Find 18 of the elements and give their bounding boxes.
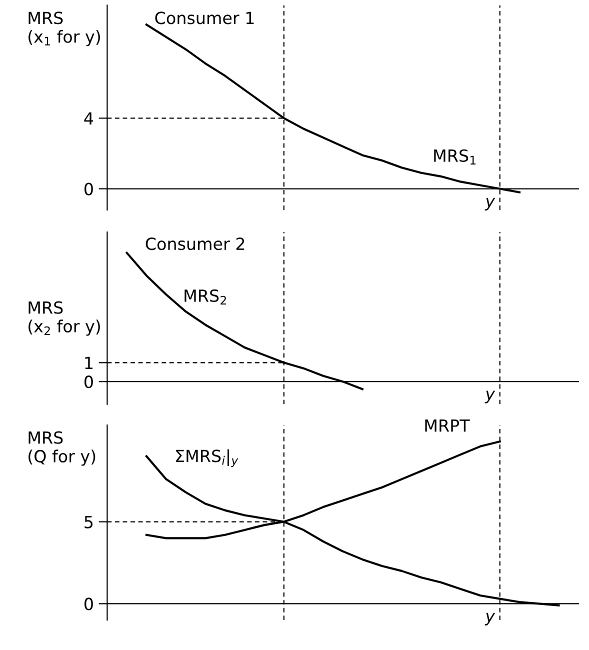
series-label: ΣMRS$_{i}$|$_{y}$ — [176, 449, 238, 468]
y-axis-title: MRS (x$_{2}$ for y) — [28, 301, 100, 336]
x-axis-title: y — [484, 612, 496, 626]
y-axis-title: MRS (Q for y) — [28, 431, 96, 466]
chart-title: Consumer 1 — [155, 12, 254, 24]
y-tick-label: 4 — [84, 112, 94, 124]
y-axis-title: MRS (x$_{1}$ for y) — [28, 12, 100, 46]
series-label: MRS$_{2}$ — [184, 289, 226, 304]
x-axis-title: y — [484, 198, 496, 210]
series-label: MRS$_{1}$ — [434, 149, 476, 164]
x-axis-title: y — [484, 390, 496, 404]
chart-title: Consumer 2 — [146, 238, 244, 250]
y-tick-label: 0 — [84, 376, 93, 388]
y-tick-label: 1 — [85, 356, 92, 369]
y-tick-label: 0 — [84, 598, 93, 610]
y-tick-label: 0 — [84, 182, 93, 196]
y-tick-label: 5 — [84, 516, 93, 528]
series-label: MRPT — [425, 420, 470, 432]
